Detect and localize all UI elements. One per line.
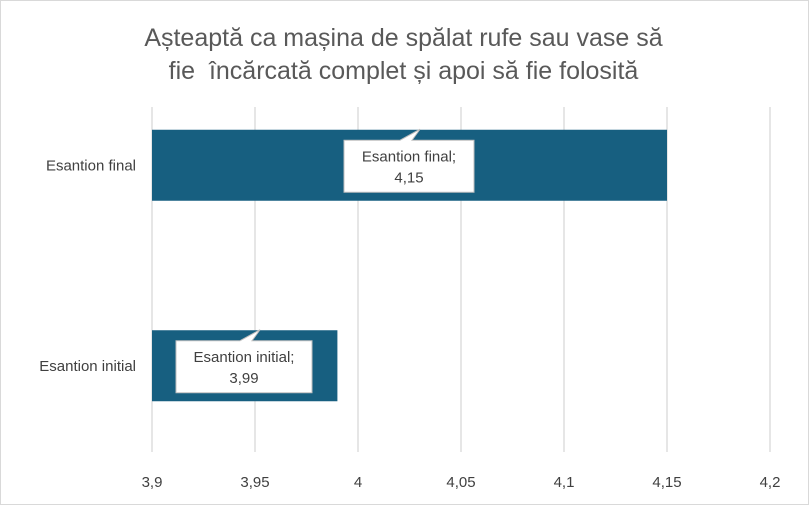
callout-category: Esantion initial; bbox=[194, 349, 295, 366]
x-tick-label: 3,95 bbox=[240, 474, 269, 491]
callout-box bbox=[343, 128, 475, 193]
x-tick-label: 4 bbox=[354, 474, 362, 491]
chart-title: Așteaptă ca mașina de spălat rufe sau va… bbox=[0, 22, 807, 88]
x-tick-label: 4,15 bbox=[652, 474, 681, 491]
chart-title-line-2: fie încărcată complet și apoi să fie fol… bbox=[168, 57, 639, 85]
x-tick-label: 3,9 bbox=[142, 474, 163, 491]
x-axis-tick-labels: 3,9 3,95 4 4,05 4,1 4,15 4,2 bbox=[142, 474, 781, 491]
callout-value: 4,15 bbox=[394, 169, 423, 186]
category-label: Esantion final bbox=[46, 157, 136, 174]
category-label: Esantion initial bbox=[39, 358, 136, 375]
y-axis-category-labels: Esantion final Esantion initial bbox=[39, 157, 136, 375]
data-label-callout: Esantion final; 4,15 bbox=[343, 128, 475, 193]
callout-box bbox=[175, 329, 313, 394]
callout-value: 3,99 bbox=[229, 370, 258, 387]
x-tick-label: 4,05 bbox=[446, 474, 475, 491]
data-label-callout: Esantion initial; 3,99 bbox=[175, 329, 313, 394]
x-tick-label: 4,1 bbox=[554, 474, 575, 491]
chart-title-line-1: Așteaptă ca mașina de spălat rufe sau va… bbox=[144, 24, 663, 52]
data-label-callouts: Esantion final; 4,15 Esantion initial; 3,99 bbox=[175, 128, 475, 394]
x-tick-label: 4,2 bbox=[760, 474, 781, 491]
callout-category: Esantion final; bbox=[362, 148, 456, 165]
